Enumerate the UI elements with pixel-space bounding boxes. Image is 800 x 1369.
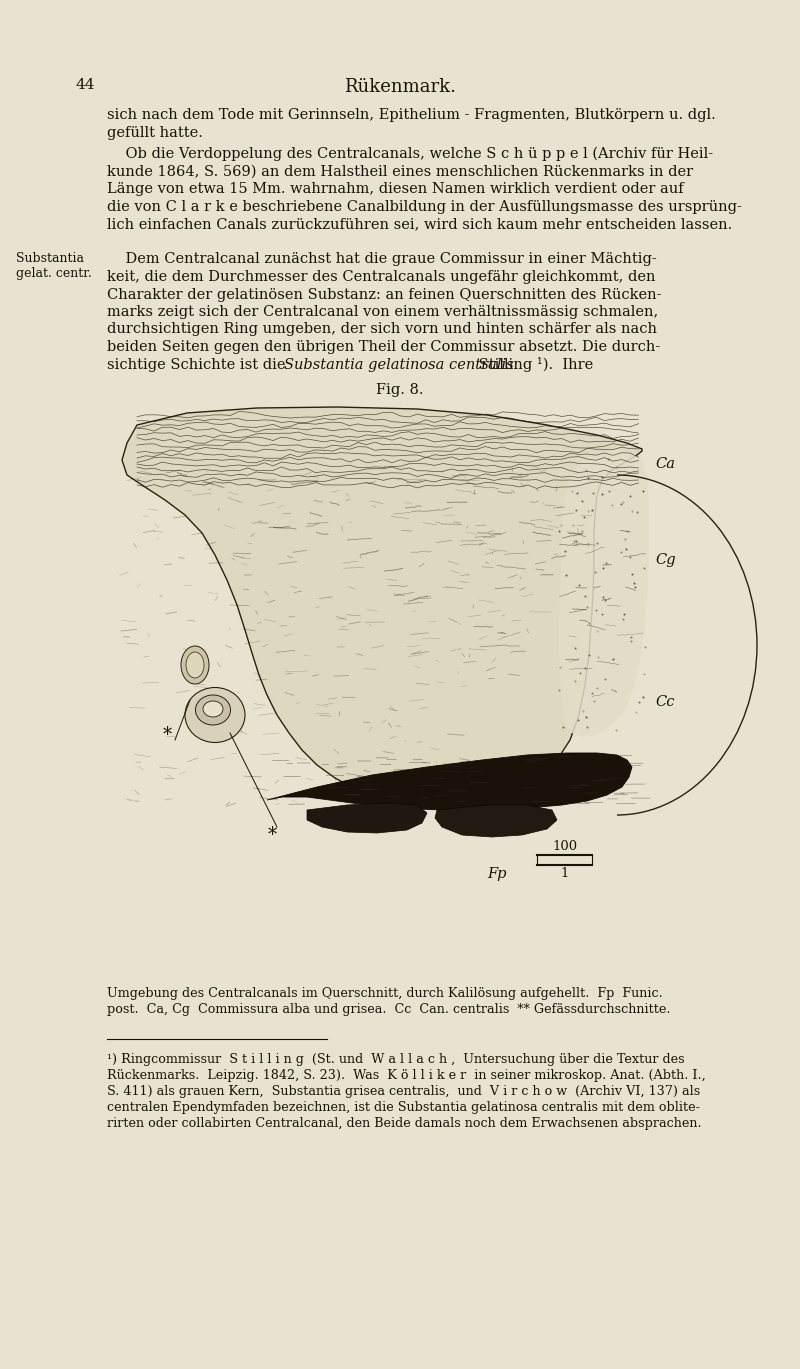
Polygon shape bbox=[307, 804, 427, 832]
Ellipse shape bbox=[195, 695, 230, 726]
Text: *: * bbox=[162, 726, 171, 743]
Polygon shape bbox=[559, 450, 649, 737]
Text: 44: 44 bbox=[75, 78, 94, 92]
Polygon shape bbox=[122, 407, 642, 804]
Text: Fig. 8.: Fig. 8. bbox=[376, 383, 424, 397]
Text: Substantia: Substantia bbox=[16, 252, 84, 266]
Ellipse shape bbox=[186, 652, 204, 678]
Ellipse shape bbox=[185, 687, 245, 742]
Polygon shape bbox=[435, 805, 557, 836]
Text: Charakter der gelatinösen Substanz: an feinen Querschnitten des Rücken-: Charakter der gelatinösen Substanz: an f… bbox=[107, 287, 662, 301]
Text: sichtige Schichte ist die: sichtige Schichte ist die bbox=[107, 357, 290, 371]
Text: Umgebung des Centralcanals im Querschnitt, durch Kalilösung aufgehellt.  Fp  Fun: Umgebung des Centralcanals im Querschnit… bbox=[107, 987, 662, 999]
Text: Cg: Cg bbox=[655, 553, 676, 567]
Text: Cc: Cc bbox=[655, 695, 674, 709]
Text: lich einfachen Canals zurückzuführen sei, wird sich kaum mehr entscheiden lassen: lich einfachen Canals zurückzuführen sei… bbox=[107, 218, 732, 231]
Text: keit, die dem Durchmesser des Centralcanals ungefähr gleichkommt, den: keit, die dem Durchmesser des Centralcan… bbox=[107, 270, 655, 283]
Text: ¹) Ringcommissur  S t i l l i n g  (St. und  W a l l a c h ,  Untersuchung über : ¹) Ringcommissur S t i l l i n g (St. un… bbox=[107, 1053, 685, 1066]
Text: Länge von etwa 15 Mm. wahrnahm, diesen Namen wirklich verdient oder auf: Länge von etwa 15 Mm. wahrnahm, diesen N… bbox=[107, 182, 684, 196]
Text: marks zeigt sich der Centralcanal von einem verhältnissmässig schmalen,: marks zeigt sich der Centralcanal von ei… bbox=[107, 305, 658, 319]
Text: *: * bbox=[267, 826, 277, 845]
Text: Stilling ¹).  Ihre: Stilling ¹). Ihre bbox=[474, 357, 594, 372]
Text: gelat. centr.: gelat. centr. bbox=[16, 267, 92, 279]
Text: Dem Centralcanal zunächst hat die graue Commissur in einer Mächtig-: Dem Centralcanal zunächst hat die graue … bbox=[107, 252, 657, 267]
Text: Fp: Fp bbox=[487, 867, 506, 882]
Text: S. 411) als grauen Kern,  Substantia grisea centralis,  und  V i r c h o w  (Arc: S. 411) als grauen Kern, Substantia gris… bbox=[107, 1086, 700, 1098]
Text: post.  Ca, Cg  Commissura alba und grisea.  Cc  Can. centralis  ** Gefässdurchsc: post. Ca, Cg Commissura alba und grisea.… bbox=[107, 1003, 670, 1016]
Text: gefüllt hatte.: gefüllt hatte. bbox=[107, 126, 203, 140]
Text: Substantia gelatinosa centralis: Substantia gelatinosa centralis bbox=[284, 357, 514, 371]
Text: durchsichtigen Ring umgeben, der sich vorn und hinten schärfer als nach: durchsichtigen Ring umgeben, der sich vo… bbox=[107, 323, 657, 337]
Text: Ob die Verdoppelung des Centralcanals, welche S c h ü p p e l (Archiv für Heil-: Ob die Verdoppelung des Centralcanals, w… bbox=[107, 146, 713, 162]
Text: 1: 1 bbox=[560, 867, 569, 880]
Text: Ca: Ca bbox=[655, 457, 675, 471]
Text: beiden Seiten gegen den übrigen Theil der Commissur absetzt. Die durch-: beiden Seiten gegen den übrigen Theil de… bbox=[107, 340, 660, 355]
Ellipse shape bbox=[181, 646, 209, 684]
Text: rirten oder collabirten Centralcanal, den Beide damals noch dem Erwachsenen absp: rirten oder collabirten Centralcanal, de… bbox=[107, 1117, 702, 1129]
Polygon shape bbox=[267, 753, 632, 810]
Ellipse shape bbox=[203, 701, 223, 717]
Text: Rückenmarks.  Leipzig. 1842, S. 23).  Was  K ö l l i k e r  in seiner mikroskop.: Rückenmarks. Leipzig. 1842, S. 23). Was … bbox=[107, 1069, 706, 1082]
Text: kunde 1864, S. 569) an dem Halstheil eines menschlichen Rückenmarks in der: kunde 1864, S. 569) an dem Halstheil ein… bbox=[107, 164, 693, 178]
Text: centralen Ependymfaden bezeichnen, ist die Substantia gelatinosa centralis mit d: centralen Ependymfaden bezeichnen, ist d… bbox=[107, 1101, 700, 1114]
Text: Rükenmark.: Rükenmark. bbox=[344, 78, 456, 96]
Text: 100: 100 bbox=[552, 841, 577, 853]
Text: die von C l a r k e beschriebene Canalbildung in der Ausfüllungsmasse des ursprü: die von C l a r k e beschriebene Canalbi… bbox=[107, 200, 742, 214]
Text: sich nach dem Tode mit Gerinnseln, Epithelium - Fragmenten, Blutkörpern u. dgl.: sich nach dem Tode mit Gerinnseln, Epith… bbox=[107, 108, 716, 122]
